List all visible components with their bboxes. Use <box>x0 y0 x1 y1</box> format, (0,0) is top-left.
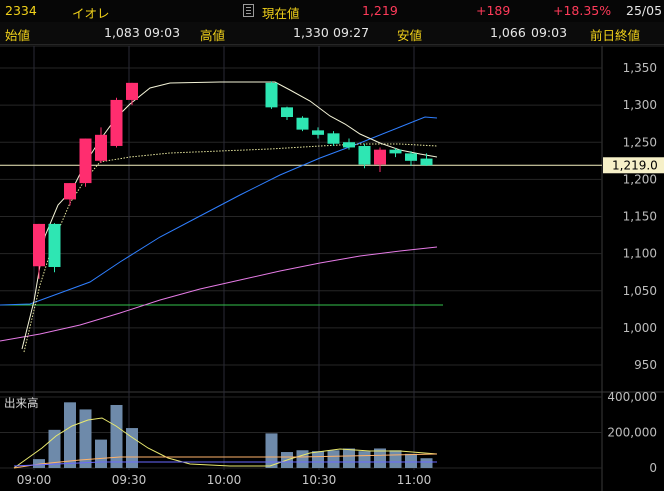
candle-body <box>79 138 92 184</box>
price-tick-label: 1,000 <box>623 321 657 335</box>
volume-lines <box>13 417 438 469</box>
volume-bar <box>265 433 278 468</box>
volume-bar <box>110 404 123 468</box>
volume-bar <box>95 439 107 468</box>
date-label: 25/05 <box>626 3 663 18</box>
high-label: 高値 <box>200 28 226 43</box>
volume-bar <box>343 448 355 468</box>
indicator-lines <box>0 81 602 353</box>
volume-bar <box>389 450 402 468</box>
volume-bar <box>33 459 45 468</box>
price-tick-label: 1,300 <box>623 98 657 112</box>
price-tick-label: 950 <box>634 358 657 372</box>
ma-short-line <box>21 81 438 350</box>
current-price-label: 現在値 <box>262 6 300 21</box>
low-value: 1,066 <box>490 25 526 40</box>
candle-body <box>95 134 107 161</box>
volume-ma-short <box>13 417 438 469</box>
candle-body <box>48 223 61 267</box>
volume-ma-long <box>13 461 437 467</box>
candle-body <box>343 142 355 148</box>
stock-name: イオレ <box>72 6 110 21</box>
candle-body <box>281 107 293 118</box>
low-label: 安値 <box>397 28 423 43</box>
axis-labels: 1,350 1,300 1,250 1,200 1,150 1,100 1,050 1,000… <box>4 61 664 487</box>
volume-tick-label: 200,000 <box>607 426 657 440</box>
candle-body <box>126 82 138 100</box>
candle-body <box>312 130 324 135</box>
candle-body <box>110 99 123 146</box>
candle-body <box>374 149 386 165</box>
volume-label: 出来高 <box>4 396 39 410</box>
prev-close-label: 前日終値 <box>590 28 641 43</box>
candle-body <box>358 145 371 165</box>
candle-body <box>296 117 309 130</box>
price-tick-label: 1,100 <box>623 247 657 261</box>
high-time: 09:27 <box>333 25 370 40</box>
volume-bar <box>296 450 309 468</box>
time-tick-label: 09:30 <box>112 473 147 487</box>
open-label: 始値 <box>5 28 31 43</box>
time-tick-label: 11:00 <box>397 473 432 487</box>
price-tick-label: 1,050 <box>623 284 657 298</box>
price-tick-label: 1,150 <box>623 210 657 224</box>
price-tick-label: 1,200 <box>623 172 657 186</box>
candle-body <box>64 183 76 200</box>
high-value: 1,330 <box>293 25 329 40</box>
volume-bar <box>358 451 371 468</box>
chart-grid <box>0 45 664 491</box>
volume-bar <box>126 428 138 468</box>
volume-bar <box>327 450 340 468</box>
open-value: 1,083 <box>104 25 140 40</box>
volume-bar <box>312 451 324 468</box>
volume-bar <box>79 409 92 468</box>
current-price-value: 1,219 <box>362 3 398 18</box>
current-price-tag <box>603 157 664 174</box>
volume-bar <box>374 448 386 468</box>
volume-tick-label: 400,000 <box>607 390 657 404</box>
memo-icon[interactable] <box>243 4 254 17</box>
ma-mid-line <box>0 116 438 306</box>
candle-body <box>327 133 340 144</box>
quote-header-row: 2334 イオレ 現在値 1,219 +189 +18.35% 25/05 <box>0 0 664 22</box>
ohlc-header-row: 始値 1,083 09:03 高値 1,330 09:27 安値 1,066 0… <box>0 22 664 45</box>
time-tick-label: 10:00 <box>207 473 242 487</box>
price-tick-label: 1,350 <box>623 61 657 75</box>
time-tick-label: 09:00 <box>17 473 52 487</box>
volume-ma-mid <box>13 453 438 469</box>
volume-bar <box>64 402 76 468</box>
candle-body <box>33 223 45 267</box>
candle-body <box>389 149 402 154</box>
open-time: 09:03 <box>144 25 181 40</box>
volume-bar <box>405 453 417 468</box>
price-tick-label: 1,250 <box>623 135 657 149</box>
volume-bars <box>33 402 433 468</box>
change-value: +189 <box>476 3 511 18</box>
time-tick-label: 10:30 <box>302 473 337 487</box>
current-price-tag-label: 1,219.0 <box>612 158 658 172</box>
change-percent: +18.35% <box>553 3 612 18</box>
ma-long-line <box>0 246 438 342</box>
low-time: 09:03 <box>531 25 568 40</box>
candle-body <box>265 82 278 108</box>
candles <box>33 81 433 279</box>
candle-body <box>405 153 417 161</box>
volume-tick-label: 0 <box>649 461 657 475</box>
candle-body <box>420 158 433 166</box>
stock-code: 2334 <box>5 3 37 18</box>
volume-bar <box>420 458 433 468</box>
